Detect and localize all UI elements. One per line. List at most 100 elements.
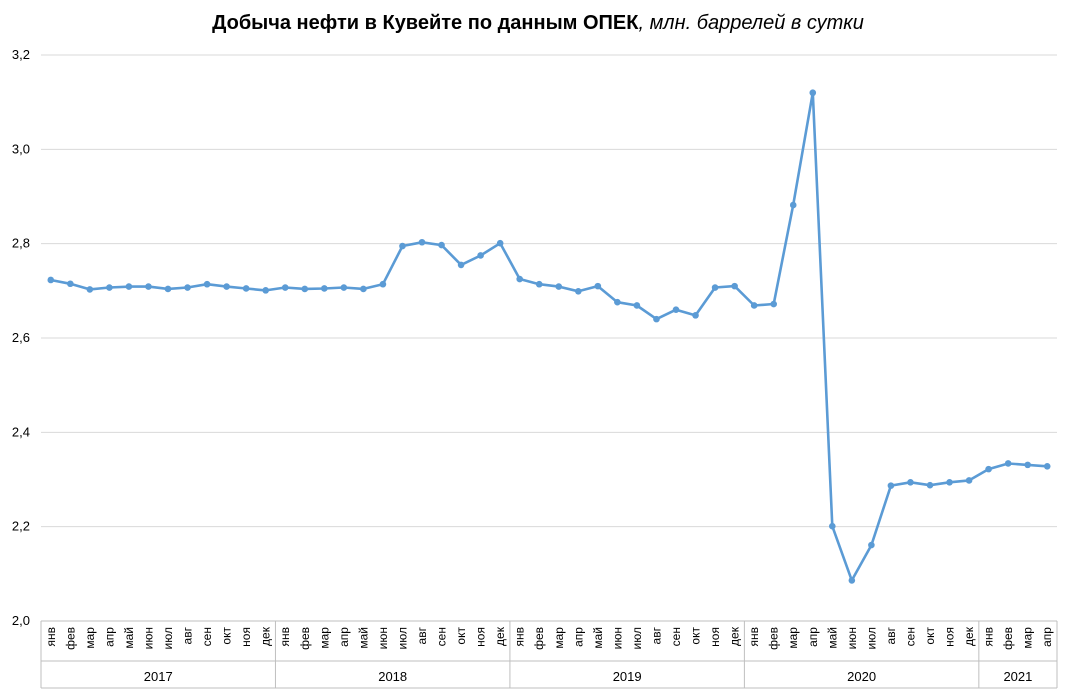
x-month-label: янв: [44, 627, 58, 647]
data-point: [731, 282, 738, 290]
data-point: [965, 477, 973, 484]
x-month-label: дек: [493, 626, 507, 646]
x-month-label: апр: [1040, 627, 1054, 647]
x-month-label: мар: [552, 627, 566, 649]
data-point: [614, 298, 621, 306]
x-month-label: мар: [1021, 627, 1035, 649]
data-point: [672, 306, 680, 314]
x-month-label: фев: [298, 627, 312, 650]
x-month-label: окт: [454, 627, 468, 645]
data-point: [360, 285, 367, 293]
data-point: [145, 283, 152, 290]
data-point: [946, 479, 953, 486]
x-month-label: сен: [200, 627, 214, 646]
data-point: [223, 283, 230, 290]
data-point: [47, 276, 55, 284]
data-point: [399, 242, 406, 250]
data-point: [555, 283, 563, 290]
x-month-label: июн: [610, 627, 624, 649]
y-tick-label: 3,0: [12, 141, 30, 156]
x-month-label: мар: [317, 627, 331, 649]
data-point: [594, 282, 602, 290]
x-month-label: авг: [649, 626, 663, 644]
x-month-label: янв: [278, 627, 292, 647]
data-point: [692, 312, 699, 319]
x-month-label: фев: [1001, 627, 1015, 650]
x-month-label: дек: [962, 626, 976, 646]
data-point: [106, 284, 113, 291]
data-point: [711, 284, 719, 291]
data-point: [86, 286, 94, 293]
x-month-label: мар: [83, 627, 97, 649]
data-point: [1004, 460, 1012, 467]
data-point: [516, 275, 523, 283]
x-month-label: июл: [161, 627, 175, 649]
data-point: [164, 285, 172, 293]
x-month-label: июн: [141, 627, 155, 649]
data-point: [67, 280, 74, 288]
x-month-label: июн: [376, 627, 390, 649]
y-tick-label: 2,8: [12, 236, 30, 251]
x-month-label: окт: [220, 627, 234, 645]
data-point: [633, 302, 641, 309]
x-month-label: окт: [923, 627, 937, 645]
data-point: [789, 201, 797, 209]
x-month-label: июл: [864, 627, 878, 649]
data-point: [809, 89, 817, 97]
x-month-label: дек: [728, 626, 742, 646]
data-point: [1043, 462, 1051, 470]
x-month-label: май: [825, 627, 839, 649]
data-point: [907, 479, 914, 486]
data-point: [868, 541, 875, 549]
data-point: [321, 285, 328, 292]
data-point: [985, 465, 992, 473]
chart-title-main: Добыча нефти в Кувейте по данным ОПЕК: [212, 12, 639, 34]
data-point: [575, 288, 582, 295]
data-point: [418, 238, 426, 246]
x-month-label: мар: [786, 627, 800, 649]
x-month-label: фев: [767, 627, 781, 650]
data-point: [203, 280, 211, 288]
data-point: [848, 577, 856, 584]
data-point: [281, 284, 289, 291]
x-month-label: янв: [747, 627, 761, 647]
x-year-label: 2017: [144, 669, 173, 684]
data-point: [477, 252, 484, 259]
data-point: [829, 522, 836, 530]
x-month-label: июн: [845, 627, 859, 649]
data-point: [770, 300, 777, 308]
x-month-label: сен: [903, 627, 917, 646]
data-point: [887, 482, 895, 489]
data-point: [262, 287, 269, 294]
x-month-label: авг: [884, 626, 898, 644]
data-point: [125, 283, 133, 290]
x-month-label: дек: [259, 626, 273, 646]
x-month-label: май: [591, 627, 605, 649]
y-tick-label: 2,6: [12, 330, 30, 345]
chart-title-units: , млн. баррелей в сутки: [638, 12, 864, 34]
data-point: [457, 261, 465, 269]
x-month-label: июл: [395, 627, 409, 649]
x-month-label: ноя: [943, 627, 957, 647]
x-month-label: сен: [669, 627, 683, 646]
data-point: [379, 280, 387, 288]
x-year-label: 2018: [378, 669, 407, 684]
x-year-label: 2019: [613, 669, 642, 684]
data-point: [340, 284, 348, 291]
x-month-label: апр: [806, 627, 820, 647]
x-month-label: сен: [435, 627, 449, 646]
x-month-label: июл: [630, 627, 644, 649]
x-month-label: апр: [571, 627, 585, 647]
y-tick-label: 2,0: [12, 613, 30, 628]
x-month-label: апр: [337, 627, 351, 647]
data-point: [535, 280, 543, 288]
x-month-label: ноя: [474, 627, 488, 647]
x-month-label: авг: [415, 626, 429, 644]
data-point: [750, 302, 758, 309]
data-point: [184, 284, 191, 291]
x-month-label: апр: [102, 627, 116, 647]
data-point: [301, 285, 309, 293]
series-line: [50, 91, 1048, 582]
x-month-label: фев: [63, 627, 77, 650]
